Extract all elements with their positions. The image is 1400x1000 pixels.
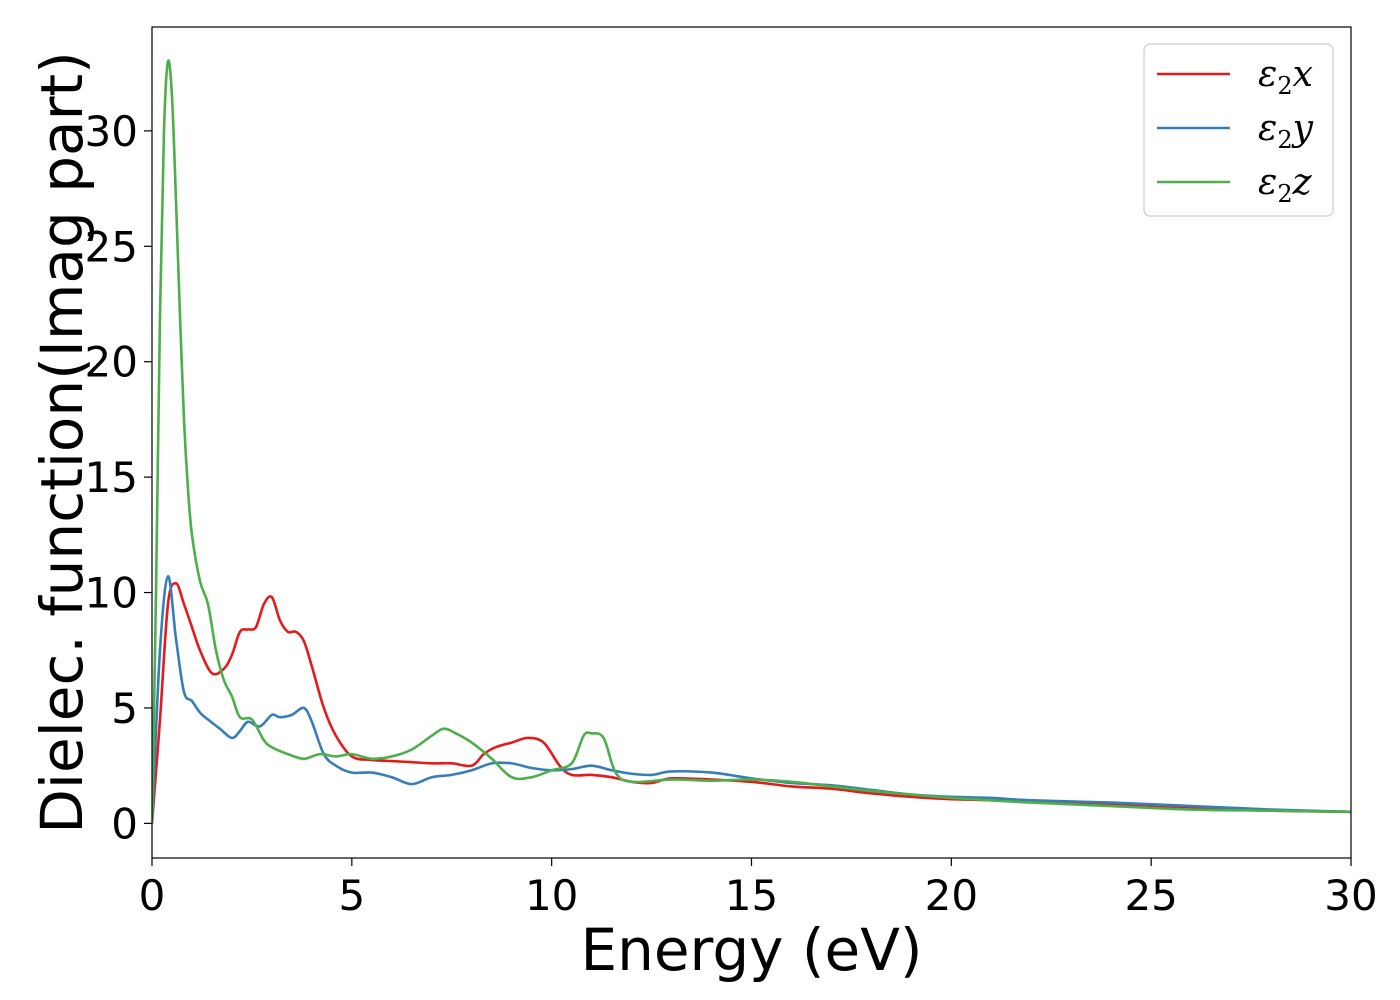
series-line-x: [152, 581, 1351, 824]
legend-label-z: ε2z: [1258, 162, 1313, 208]
series-layer: [152, 59, 1351, 824]
y-tick-label: 20: [85, 338, 138, 387]
y-tick-label: 15: [85, 453, 138, 502]
x-axis: 0 5 10 15 20 25 30: [139, 858, 1378, 920]
x-axis-label: Energy (eV): [580, 916, 922, 984]
series-line-z: [152, 59, 1351, 824]
x-tick-label: 20: [925, 871, 978, 920]
y-tick-label: 0: [111, 799, 138, 848]
x-tick-label: 5: [338, 871, 365, 920]
legend-label-y: ε2y: [1258, 108, 1314, 154]
legend-box: [1143, 43, 1334, 217]
legend: ε2x ε2y ε2z: [1143, 43, 1334, 217]
x-tick-label: 10: [525, 871, 578, 920]
x-tick-label: 30: [1324, 871, 1377, 920]
series-line-y: [152, 575, 1351, 824]
y-tick-label: 30: [85, 107, 138, 156]
y-tick-label: 25: [85, 222, 138, 271]
x-tick-label: 15: [725, 871, 778, 920]
y-axis: 0 5 10 15 20 25 30: [85, 107, 152, 848]
y-tick-label: 5: [111, 684, 138, 733]
y-axis-label: Dielec. function(Imag part): [28, 51, 96, 834]
y-tick-label: 10: [85, 569, 138, 618]
legend-label-x: ε2x: [1258, 54, 1313, 100]
x-tick-label: 0: [139, 871, 166, 920]
x-tick-label: 25: [1124, 871, 1177, 920]
